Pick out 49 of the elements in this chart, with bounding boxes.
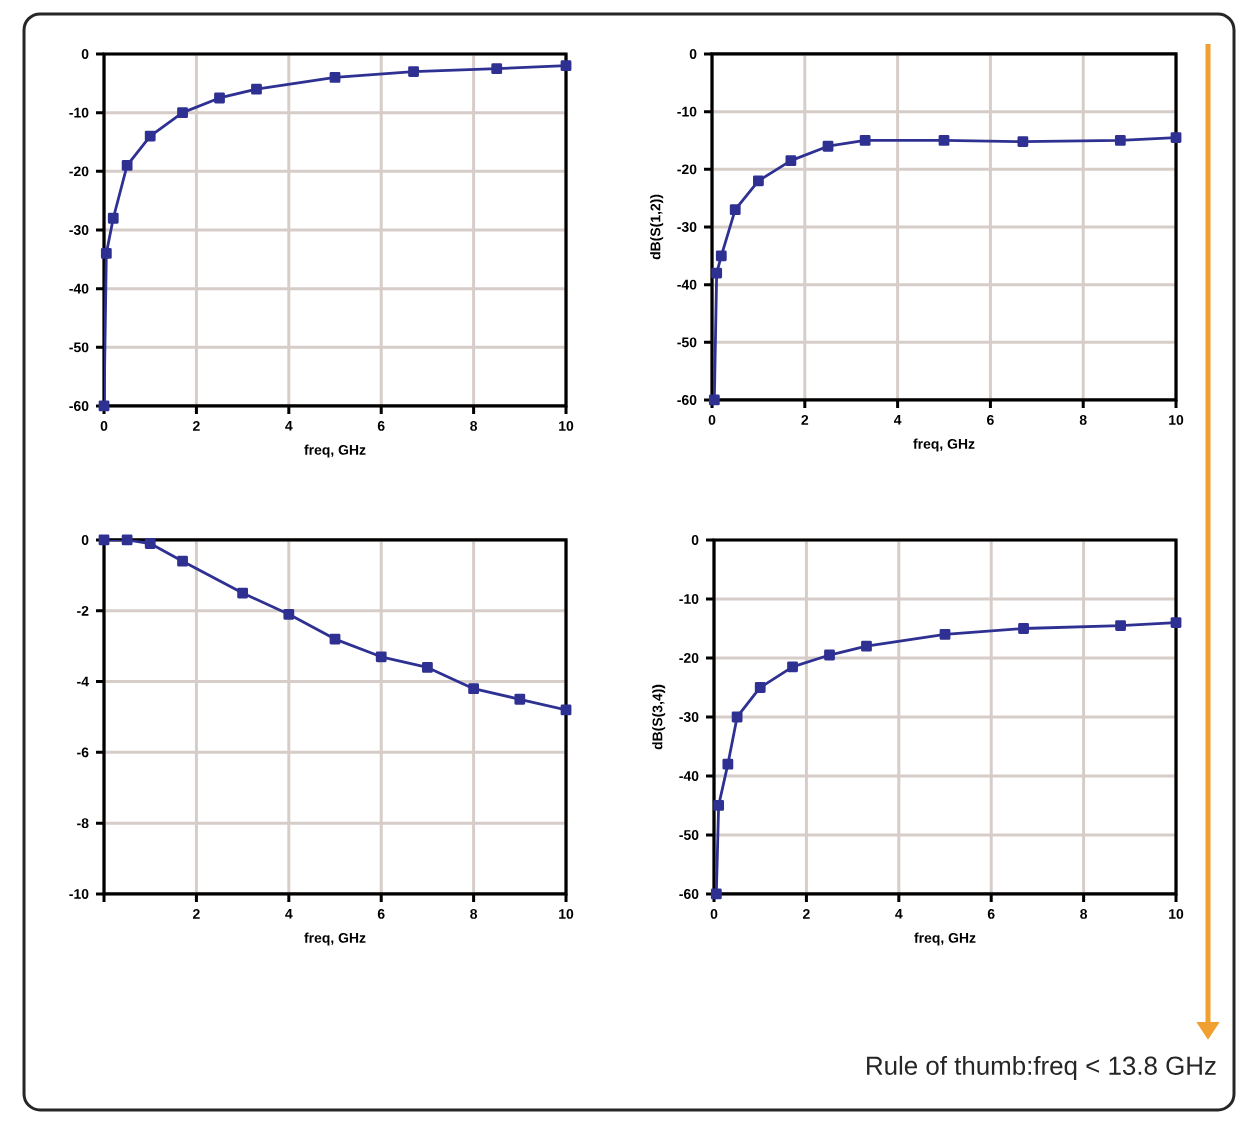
point <box>251 83 262 95</box>
point <box>144 538 156 549</box>
point <box>214 92 225 104</box>
point <box>177 555 188 567</box>
point <box>1115 620 1126 631</box>
point <box>121 534 133 546</box>
point <box>107 212 119 224</box>
point <box>98 400 110 412</box>
point <box>711 267 723 279</box>
point <box>329 72 341 83</box>
point <box>283 608 295 620</box>
point <box>329 633 341 645</box>
point <box>491 63 503 75</box>
point <box>754 682 766 693</box>
point <box>1170 132 1182 143</box>
point <box>1018 623 1029 634</box>
point <box>713 800 725 811</box>
point <box>560 60 572 72</box>
point <box>98 534 110 546</box>
point <box>731 711 743 723</box>
point <box>177 107 188 119</box>
point <box>729 204 741 216</box>
point <box>468 683 480 695</box>
point <box>422 662 433 673</box>
point <box>514 693 526 705</box>
point <box>710 888 722 900</box>
point <box>144 130 156 142</box>
point <box>938 135 950 146</box>
point <box>861 640 872 652</box>
text: Rule of thumb:freq < 13.8 GHz <box>867 1055 1216 1081</box>
point <box>722 758 734 770</box>
point <box>408 66 419 77</box>
point <box>824 649 835 661</box>
point <box>560 704 572 716</box>
point <box>237 587 249 599</box>
point <box>1170 617 1182 628</box>
point <box>121 160 133 171</box>
point <box>1017 136 1029 148</box>
point <box>100 248 112 259</box>
point <box>785 155 797 167</box>
point <box>1114 135 1126 146</box>
point <box>822 140 834 152</box>
point <box>787 661 798 673</box>
point <box>708 394 720 406</box>
point <box>753 175 764 187</box>
point <box>715 250 727 262</box>
point <box>859 135 871 146</box>
point <box>375 651 387 663</box>
point <box>939 628 951 640</box>
